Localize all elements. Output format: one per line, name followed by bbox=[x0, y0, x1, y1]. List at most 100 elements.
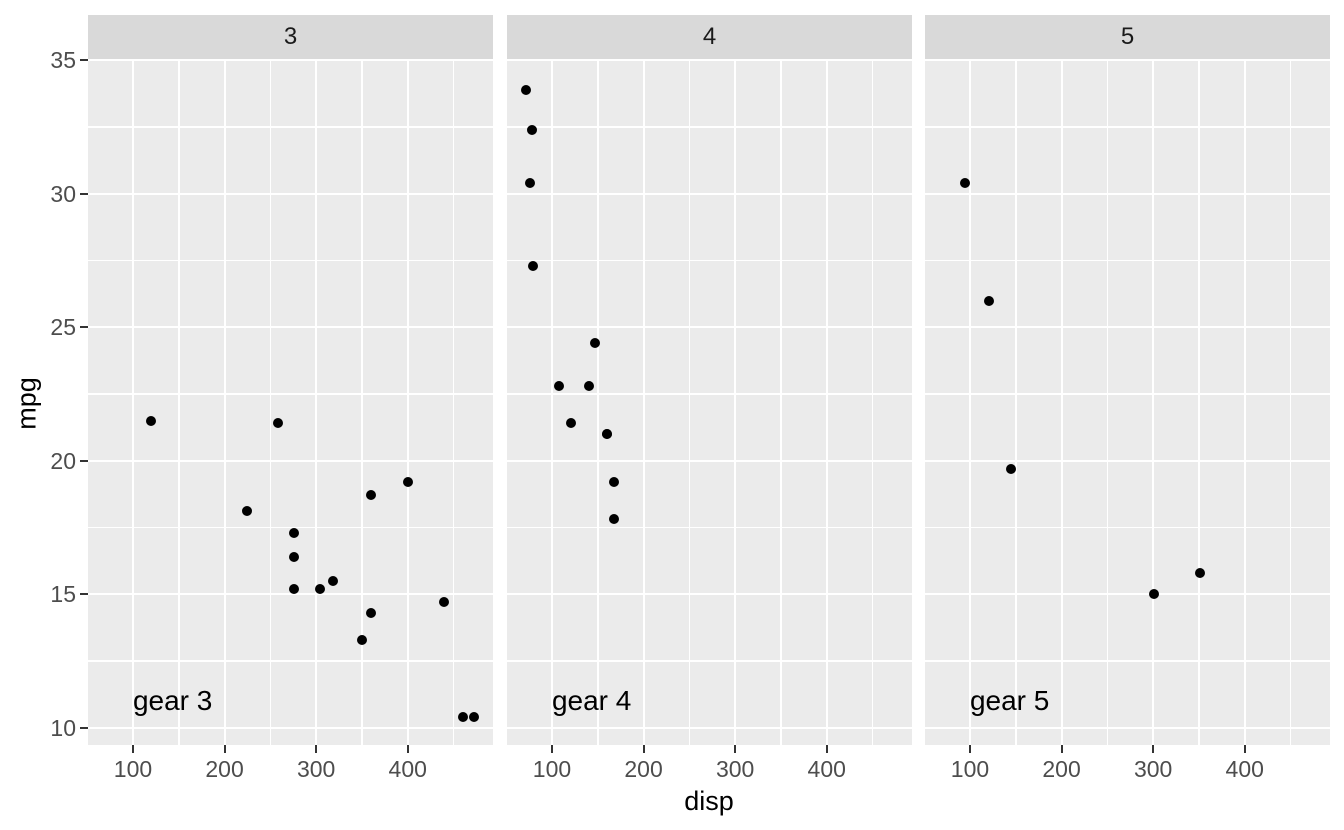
facet-annotation: gear 4 bbox=[551, 684, 632, 716]
y-minor-gridline bbox=[507, 393, 912, 395]
y-tick-mark bbox=[80, 326, 88, 329]
x-minor-gridline bbox=[688, 59, 691, 745]
x-tick-label: 100 bbox=[532, 756, 572, 782]
data-point bbox=[439, 597, 450, 608]
y-tick-mark bbox=[80, 192, 88, 195]
x-minor-gridline bbox=[780, 59, 782, 745]
data-point bbox=[327, 575, 338, 586]
y-tick-label: 15 bbox=[50, 581, 76, 608]
y-minor-gridline bbox=[507, 259, 912, 262]
x-tick-mark bbox=[406, 745, 409, 753]
x-tick-label: 300 bbox=[1133, 756, 1173, 782]
x-major-gridline bbox=[550, 59, 553, 745]
data-point bbox=[242, 506, 253, 517]
x-tick-label: 400 bbox=[388, 756, 427, 782]
x-minor-gridline bbox=[1289, 59, 1292, 745]
data-point bbox=[272, 418, 283, 429]
x-minor-gridline bbox=[269, 59, 272, 745]
x-tick-mark bbox=[1060, 745, 1063, 753]
y-major-gridline bbox=[88, 726, 493, 729]
x-tick-mark bbox=[223, 745, 226, 753]
x-major-gridline bbox=[131, 59, 134, 745]
x-major-gridline bbox=[315, 59, 318, 745]
facet-strip-label: 3 bbox=[283, 23, 298, 50]
facet-annotation: gear 5 bbox=[969, 684, 1050, 716]
x-major-gridline bbox=[825, 59, 828, 745]
y-major-gridline bbox=[507, 59, 912, 62]
y-major-gridline bbox=[925, 459, 1330, 462]
data-point bbox=[468, 711, 479, 722]
x-major-gridline bbox=[223, 59, 226, 745]
y-major-gridline bbox=[88, 593, 493, 596]
x-minor-gridline bbox=[452, 59, 455, 745]
y-minor-gridline bbox=[507, 526, 912, 529]
y-minor-gridline bbox=[88, 660, 493, 662]
y-major-gridline bbox=[925, 326, 1330, 329]
y-minor-gridline bbox=[88, 393, 493, 395]
x-tick-mark bbox=[968, 745, 971, 753]
y-major-gridline bbox=[925, 192, 1330, 195]
data-point bbox=[146, 415, 157, 426]
y-axis-title: mpg bbox=[11, 377, 42, 430]
y-tick-label: 30 bbox=[50, 180, 76, 207]
y-tick-label: 10 bbox=[50, 714, 76, 741]
x-tick-mark bbox=[550, 745, 553, 753]
x-minor-gridline bbox=[597, 59, 599, 745]
x-tick-label: 100 bbox=[113, 756, 153, 782]
data-point bbox=[566, 418, 577, 429]
data-point bbox=[983, 295, 994, 306]
data-point bbox=[554, 380, 565, 391]
y-tick-mark bbox=[80, 59, 88, 62]
y-major-gridline bbox=[88, 59, 493, 62]
x-tick-mark bbox=[315, 745, 318, 753]
y-tick-label: 25 bbox=[50, 314, 76, 341]
data-point bbox=[608, 514, 619, 525]
x-minor-gridline bbox=[1198, 59, 1200, 745]
y-major-gridline bbox=[507, 726, 912, 729]
x-axis-title: disp bbox=[684, 786, 734, 816]
data-point bbox=[366, 490, 377, 501]
data-point bbox=[457, 711, 468, 722]
data-point bbox=[314, 583, 325, 594]
y-tick-label: 20 bbox=[50, 447, 76, 474]
facet-strip-label: 5 bbox=[1120, 23, 1135, 50]
x-tick-label: 200 bbox=[1042, 756, 1081, 782]
data-point bbox=[527, 124, 538, 135]
y-tick-mark bbox=[80, 726, 88, 729]
facet-annotation: gear 3 bbox=[132, 684, 213, 716]
x-minor-gridline bbox=[1106, 59, 1109, 745]
facet-strip: 3 bbox=[88, 15, 493, 59]
y-minor-gridline bbox=[925, 126, 1330, 128]
y-minor-gridline bbox=[925, 259, 1330, 262]
data-point bbox=[1194, 567, 1205, 578]
y-minor-gridline bbox=[88, 526, 493, 529]
facet-strip: 4 bbox=[507, 15, 912, 59]
x-tick-label: 400 bbox=[1225, 756, 1264, 782]
x-tick-label: 200 bbox=[624, 756, 663, 782]
y-tick-mark bbox=[80, 593, 88, 596]
y-minor-gridline bbox=[507, 126, 912, 128]
x-major-gridline bbox=[642, 59, 645, 745]
y-tick-mark bbox=[80, 459, 88, 462]
y-major-gridline bbox=[88, 192, 493, 195]
x-tick-label: 200 bbox=[205, 756, 244, 782]
x-tick-mark bbox=[1152, 745, 1155, 753]
x-tick-mark bbox=[825, 745, 828, 753]
x-tick-mark bbox=[1243, 745, 1246, 753]
x-major-gridline bbox=[1060, 59, 1063, 745]
data-point bbox=[288, 551, 299, 562]
y-major-gridline bbox=[507, 459, 912, 462]
x-major-gridline bbox=[1243, 59, 1246, 745]
x-minor-gridline bbox=[871, 59, 874, 745]
x-tick-mark bbox=[642, 745, 645, 753]
y-tick-label: 35 bbox=[50, 47, 76, 74]
x-tick-mark bbox=[131, 745, 134, 753]
y-minor-gridline bbox=[925, 393, 1330, 395]
data-point bbox=[960, 178, 971, 189]
facet-strip-label: 4 bbox=[702, 23, 717, 50]
data-point bbox=[288, 527, 299, 538]
y-minor-gridline bbox=[507, 660, 912, 662]
y-major-gridline bbox=[507, 593, 912, 596]
facet-panel: gear 3 bbox=[88, 59, 493, 745]
